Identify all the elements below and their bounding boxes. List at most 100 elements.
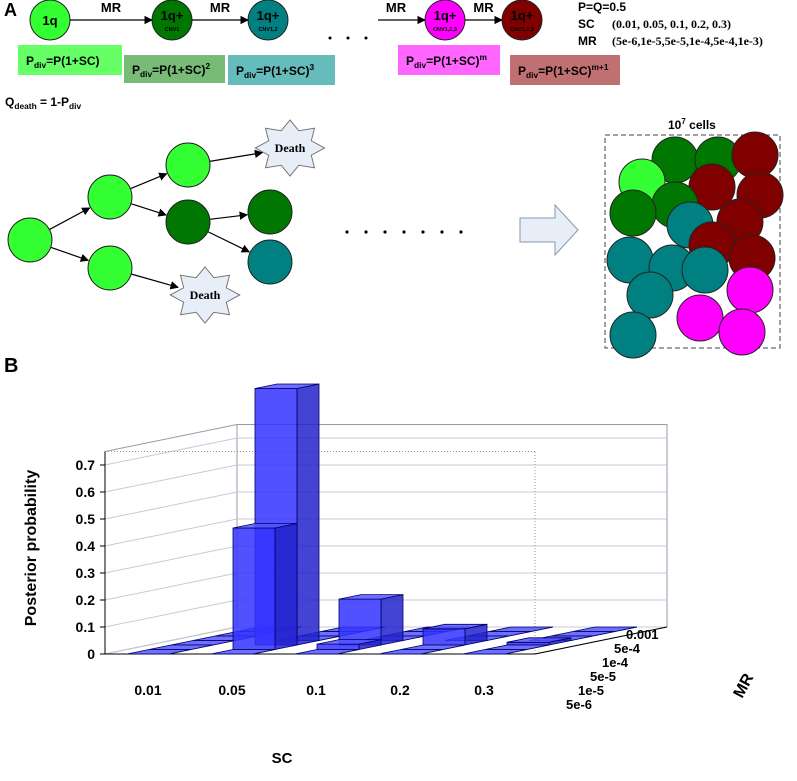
formula-text: = 1-P [37, 95, 69, 109]
block-arrow [519, 203, 579, 257]
grid-line [104, 437, 667, 466]
parameter-name: P=Q=0.5 [578, 0, 626, 14]
z-tick-label: 0.2 [76, 592, 96, 608]
tree-arrow [130, 203, 167, 217]
tree-arrow [130, 172, 168, 190]
ellipsis-dot [328, 36, 332, 40]
formula-sup: 2 [205, 61, 210, 71]
formula: Pdiv=P(1+SC)3 [236, 62, 314, 80]
formula: Qdeath = 1-Pdiv [5, 95, 81, 111]
state-label: 1q+ [434, 8, 457, 23]
state-sublabel: CNV1,2,3 [510, 27, 534, 33]
tree-arrow [49, 207, 91, 231]
cell [726, 266, 774, 314]
grid-line [104, 464, 667, 493]
bar-top [316, 639, 382, 645]
population-label: 107 cells [668, 117, 716, 132]
death-label: Death [190, 288, 221, 302]
z-tick-label: 0.7 [76, 457, 96, 473]
tree-arrow [130, 273, 179, 290]
ellipsis-dot [345, 230, 349, 234]
z-tick-label: 0 [87, 646, 95, 662]
bar-top [294, 649, 360, 655]
population-base: 10 [668, 118, 682, 132]
cell [681, 246, 729, 294]
bar-side [296, 383, 320, 646]
formula-text: =P(1+SC) [538, 64, 591, 78]
z-tick-label: 0.5 [76, 511, 96, 527]
formula: Pdiv=P(1+SC) [26, 54, 99, 70]
bar-top [254, 383, 320, 389]
state-label: 1q+ [511, 8, 534, 23]
cell [7, 217, 53, 263]
formula-sup: m [479, 52, 486, 62]
ellipsis-dot [440, 230, 444, 234]
z-axis-label: Posterior probability [23, 470, 40, 627]
state-label: 1q+ [257, 8, 280, 23]
formula-sup: m+1 [591, 62, 608, 72]
ellipsis-dot [364, 36, 368, 40]
formula-sub: div [140, 69, 152, 79]
cell [87, 174, 133, 220]
formula-text: =P(1+SC) [256, 64, 309, 78]
ellipsis-dot [421, 230, 425, 234]
cell [731, 131, 779, 179]
z-tick-label: 0.3 [76, 565, 96, 581]
grid-line [104, 518, 667, 547]
parameter-name: MR [578, 34, 597, 48]
grid-line [104, 491, 667, 520]
bar-front [316, 643, 360, 650]
state-sublabel: CNV1 [165, 27, 180, 33]
bar-side [274, 523, 298, 650]
x-tick-label: 0.1 [306, 682, 326, 698]
cell [165, 142, 211, 188]
tree-arrow [207, 231, 251, 253]
death-label: Death [275, 141, 306, 155]
bar-front [422, 628, 466, 646]
rule-box [510, 55, 620, 85]
ellipsis-dot [346, 36, 350, 40]
tree-arrow [209, 211, 249, 220]
transition-label: MR [210, 0, 231, 15]
population-text: cells [686, 118, 716, 132]
population-sup: 7 [681, 117, 686, 126]
cell [165, 199, 211, 245]
population-box [604, 134, 781, 349]
ellipsis-dot [402, 230, 406, 234]
formula-sup: 3 [309, 62, 314, 72]
panel-a: A 1q 1q+ CNV1 1q+ CNV1,2 1q+ CNV1,2,3 1q+ CNV1,2,… [4, 0, 784, 359]
ellipsis-dot [459, 230, 463, 234]
rule-box [18, 45, 122, 75]
death-star [169, 266, 241, 324]
state-sublabel: CNV1,2,3 [433, 27, 457, 33]
formula-sub: div [414, 60, 426, 70]
y-axis-label: MR [731, 671, 758, 701]
formula-sub: div [34, 60, 46, 70]
rule-box [228, 55, 335, 85]
formula: Pdiv=P(1+SC)m+1 [518, 62, 609, 80]
bar-side [380, 594, 404, 646]
bar-front [338, 598, 382, 646]
bar-top [338, 594, 404, 600]
bar-top [378, 649, 444, 655]
bar-top [506, 637, 572, 643]
state-label: 1q [42, 13, 57, 28]
formula-sub: div [69, 101, 81, 111]
tree-arrow [209, 149, 264, 162]
y-tick-label: 5e-5 [590, 669, 616, 684]
formula-base: P [236, 64, 244, 78]
left-wall [104, 423, 238, 655]
y-tick-label: 5e-6 [566, 697, 592, 712]
bar-top [210, 649, 276, 655]
ellipsis-dot [364, 230, 368, 234]
parameter-name: SC [578, 17, 595, 31]
formula-base: P [132, 63, 140, 77]
rule-box [124, 55, 225, 83]
transition-label: MR [473, 0, 494, 15]
formula-text: =P(1+SC) [152, 63, 205, 77]
formula-base: P [406, 54, 414, 68]
panel-label: B [4, 355, 18, 377]
bar-front [232, 527, 276, 650]
y-tick-label: 1e-5 [578, 683, 604, 698]
